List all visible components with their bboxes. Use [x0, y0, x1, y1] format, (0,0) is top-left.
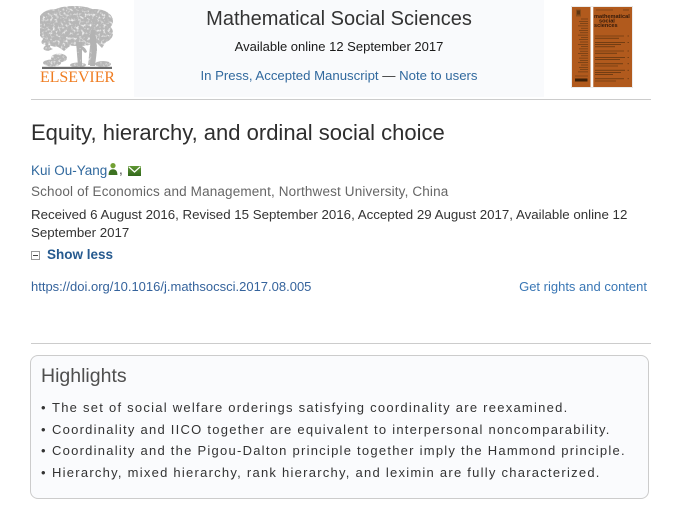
svg-text:mathematical: mathematical: [594, 14, 630, 20]
svg-text:social: social: [599, 19, 615, 25]
svg-text:sciences: sciences: [594, 23, 618, 29]
